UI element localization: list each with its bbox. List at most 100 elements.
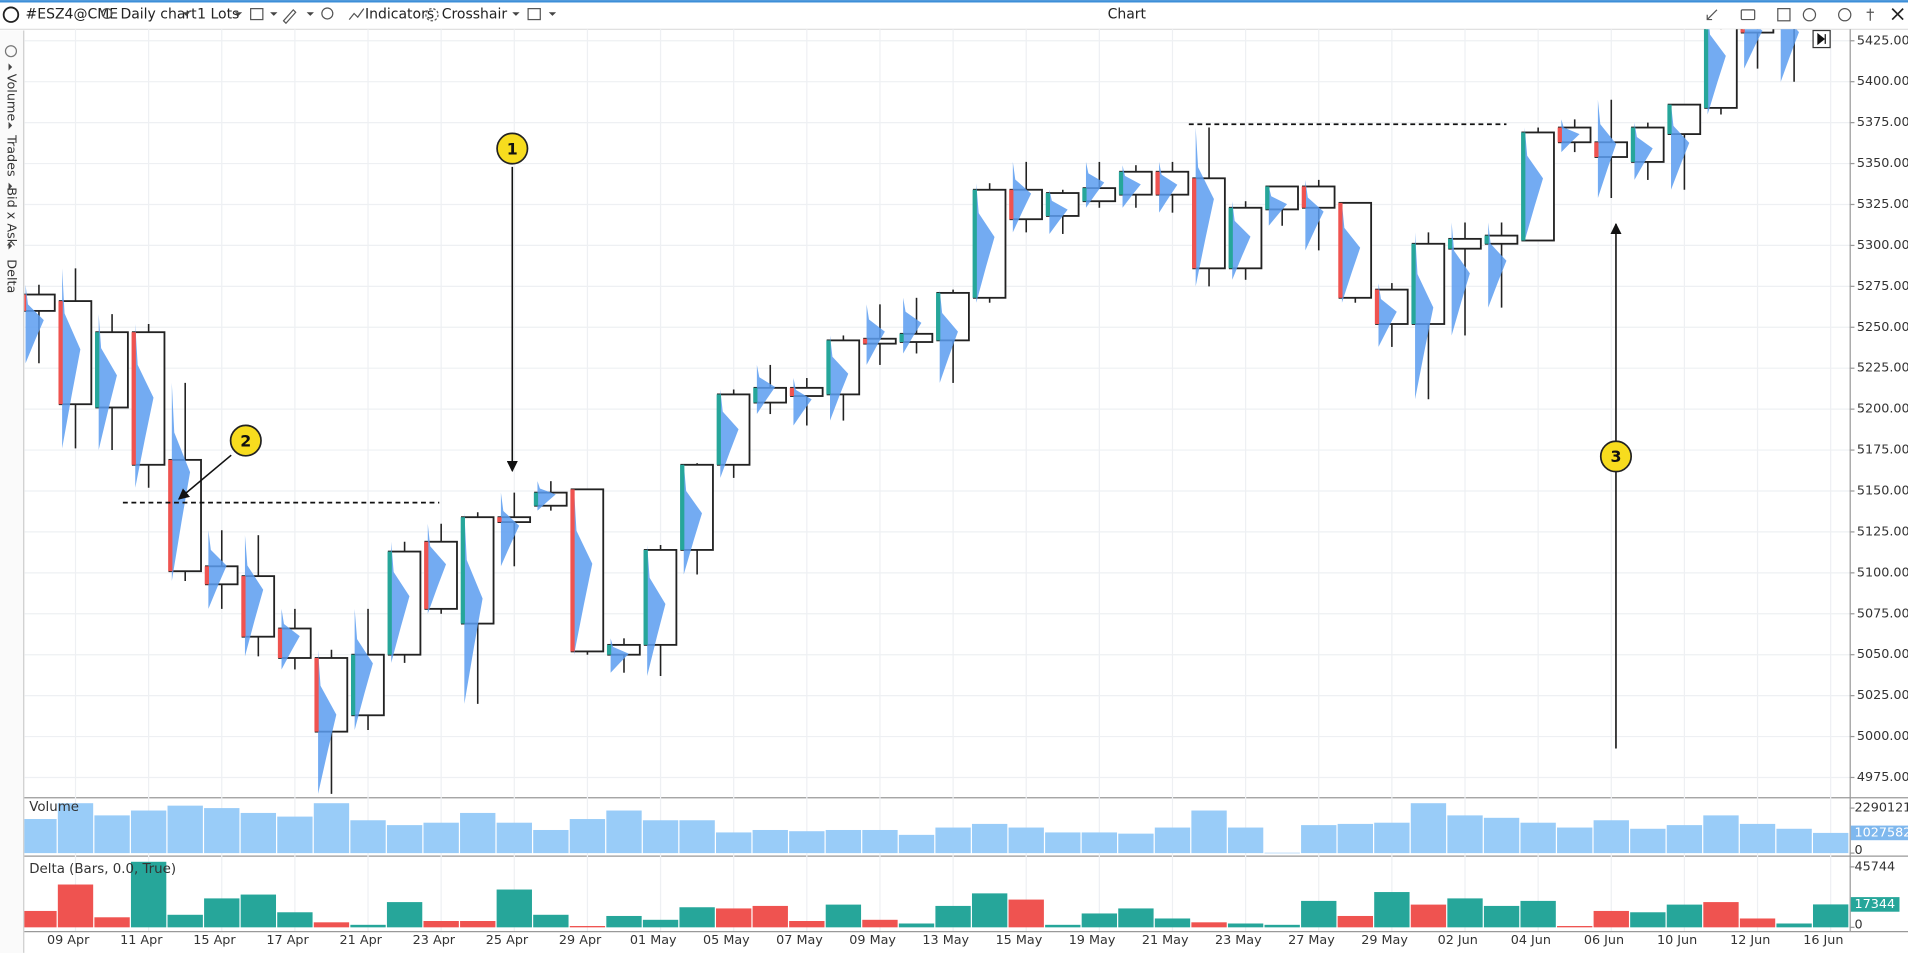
delta-bar: [1301, 900, 1337, 928]
timeframe[interactable]: Daily chart: [120, 7, 197, 23]
side-item[interactable]: Trades: [3, 134, 18, 177]
volume-profile: [427, 523, 447, 614]
close-icon[interactable]: [1891, 8, 1904, 21]
direction-stripe: [1557, 127, 1562, 143]
dropdown[interactable]: [182, 12, 190, 16]
fullscreen-icon[interactable]: [1777, 8, 1791, 22]
direction-stripe: [204, 566, 209, 585]
volume-profile: [830, 335, 849, 421]
x-tick-label: 17 Apr: [266, 933, 309, 948]
side-item[interactable]: Volume: [3, 74, 18, 122]
volume-bar: [862, 829, 898, 854]
camera-icon[interactable]: [1740, 9, 1756, 21]
volume-profile: [1415, 232, 1434, 400]
volume-bar: [1191, 810, 1227, 854]
dropdown[interactable]: [306, 12, 314, 16]
delta-bar: [496, 889, 532, 928]
last-value-label: 1027582: [1854, 825, 1908, 840]
volume-profile: [1305, 179, 1324, 251]
direction-stripe: [826, 340, 831, 395]
volume-profile: [171, 382, 191, 582]
y-tick-label: 45744: [1854, 859, 1895, 874]
annotation-badges: 1 2 3: [229, 132, 1633, 473]
volume-profile: [1049, 189, 1068, 234]
direction-stripe: [643, 549, 648, 645]
volume-profile: [1488, 222, 1507, 308]
volume-bar: [130, 810, 167, 854]
layout-icon[interactable]: [527, 8, 541, 21]
y-tick-label: 5300.00: [1857, 238, 1908, 253]
badge-label: 2: [240, 431, 251, 450]
theme-icon[interactable]: [1802, 8, 1817, 22]
volume-profile: [610, 638, 629, 673]
delta-bar: [898, 923, 935, 928]
volume-profile: [1195, 127, 1214, 287]
side-item[interactable]: Delta: [3, 259, 18, 293]
y-tick-label: 0: [1854, 917, 1862, 932]
chart-type-icon[interactable]: [250, 8, 264, 21]
indicators[interactable]: Indicators: [365, 7, 434, 23]
direction-stripe: [1009, 189, 1014, 220]
lots[interactable]: 1 Lots: [197, 7, 239, 23]
delta-bar: [1337, 915, 1373, 928]
delta-bar: [1483, 905, 1520, 928]
direction-stripe: [1118, 171, 1124, 195]
settings-icon[interactable]: [1838, 8, 1852, 22]
volume-profile: [683, 463, 702, 575]
side-arrow: [8, 182, 13, 190]
crosshair[interactable]: Crosshair: [442, 7, 508, 23]
volume-bar: [1154, 827, 1191, 854]
symbol[interactable]: #ESZ4@CME: [26, 7, 119, 23]
badge: [496, 132, 529, 165]
y-tick-label: 5050.00: [1857, 647, 1908, 662]
y-tick-label: 5075.00: [1857, 606, 1908, 621]
grid: [24, 29, 1850, 931]
dropdown[interactable]: [270, 12, 278, 16]
x-tick-label: 15 Apr: [193, 933, 236, 948]
side-arrow: [8, 63, 13, 71]
pin-icon[interactable]: [1866, 8, 1874, 21]
direction-stripe: [131, 332, 136, 465]
volume-bar: [1081, 832, 1118, 854]
volume-profile: [1085, 161, 1105, 208]
side-settings[interactable]: [4, 45, 18, 58]
volume-profile: [756, 364, 776, 415]
delta-bar: [1593, 910, 1629, 928]
app-logo[interactable]: [2, 6, 20, 23]
volume-bar: [679, 820, 715, 854]
volume-bar: [240, 812, 277, 854]
volume-profile: [318, 649, 337, 794]
link-icon[interactable]: [1706, 9, 1718, 21]
badge: [229, 424, 262, 457]
volume-profile: [25, 284, 44, 364]
delta-bar: [1045, 924, 1081, 928]
volume-profile: [720, 389, 739, 478]
volume-bar: [935, 827, 971, 854]
volume-bar: [1483, 817, 1520, 854]
volume-bar: [1264, 852, 1300, 854]
crosshair-icon[interactable]: [425, 8, 439, 22]
volume-bar: [277, 816, 313, 854]
direction-stripe: [1484, 235, 1489, 244]
direction-stripe: [1411, 243, 1416, 324]
side-item[interactable]: Bid x Ask: [3, 187, 18, 246]
draw-icon[interactable]: [282, 8, 297, 25]
top-accent: [0, 0, 1908, 3]
direction-stripe: [1228, 207, 1233, 269]
badge: [1599, 440, 1633, 473]
delta-bar: [57, 884, 94, 928]
direction-stripe: [1265, 186, 1270, 210]
indicators-icon[interactable]: [348, 8, 365, 20]
dropdown[interactable]: [234, 12, 243, 16]
volume-profile: [500, 492, 520, 567]
volume-profile: [391, 541, 410, 663]
delta-bar: [971, 893, 1008, 928]
zoom-icon[interactable]: [321, 7, 334, 20]
search-icon[interactable]: [101, 8, 113, 19]
dropdown[interactable]: [548, 12, 557, 16]
dropdown[interactable]: [512, 12, 520, 16]
arrow: [178, 454, 232, 500]
y-tick-label: 5375.00: [1857, 115, 1908, 130]
x-tick-label: 16 Jun: [1803, 933, 1843, 948]
direction-stripe: [1703, 29, 1709, 108]
